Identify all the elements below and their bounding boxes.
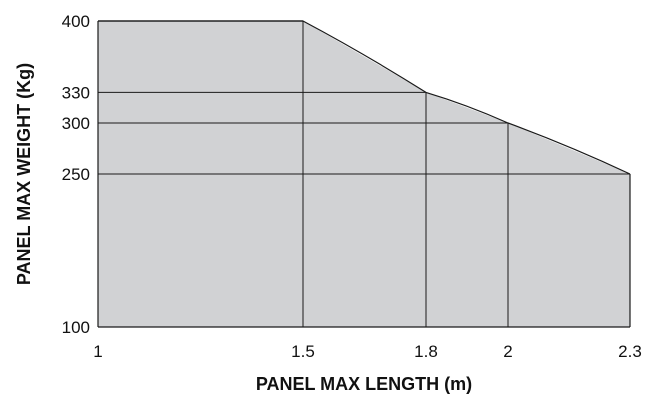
x-tick-label: 1.8 bbox=[414, 342, 438, 361]
y-tick-label: 300 bbox=[62, 114, 90, 133]
y-tick-label: 330 bbox=[62, 83, 90, 102]
y-tick-label: 100 bbox=[62, 318, 90, 337]
y-tick-label: 250 bbox=[62, 165, 90, 184]
y-axis-title: PANEL MAX WEIGHT (Kg) bbox=[14, 63, 34, 285]
x-tick-label: 2 bbox=[503, 342, 512, 361]
y-tick-labels: 100 250 300 330 400 bbox=[62, 12, 90, 337]
y-tick-label: 400 bbox=[62, 12, 90, 31]
grid-lines bbox=[98, 21, 630, 327]
x-tick-label: 1.5 bbox=[291, 342, 315, 361]
weight-limit-line bbox=[98, 20, 631, 175]
x-tick-label: 1 bbox=[93, 342, 102, 361]
x-tick-label: 2.3 bbox=[618, 342, 642, 361]
x-axis-title: PANEL MAX LENGTH (m) bbox=[256, 374, 472, 394]
plot-frame bbox=[97, 20, 631, 328]
x-tick-labels: 1 1.5 1.8 2 2.3 bbox=[93, 342, 642, 361]
